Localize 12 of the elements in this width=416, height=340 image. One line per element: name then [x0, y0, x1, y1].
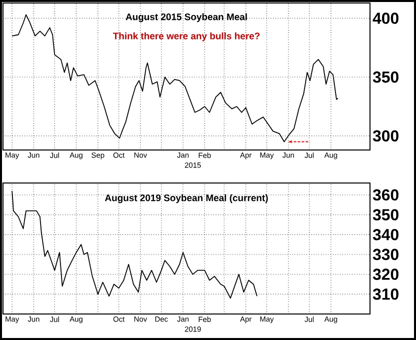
y-tick-label: 340	[372, 228, 398, 240]
y-tick-label: 310	[372, 288, 398, 300]
y-tick-label: 400	[372, 12, 398, 24]
y-tick-label: 360	[372, 189, 398, 201]
y-tick-label: 350	[372, 71, 398, 83]
y-tick-label: 320	[372, 268, 398, 280]
text: August 2019 Soybean Meal (current)	[104, 194, 268, 204]
y-tick-label: 350	[372, 209, 398, 220]
y-tick-label: 330	[372, 248, 398, 260]
text: Think there were any bulls here?	[112, 32, 260, 42]
y-tick-label: 300	[372, 130, 398, 142]
text: August 2015 Soybean Meal	[126, 13, 247, 22]
